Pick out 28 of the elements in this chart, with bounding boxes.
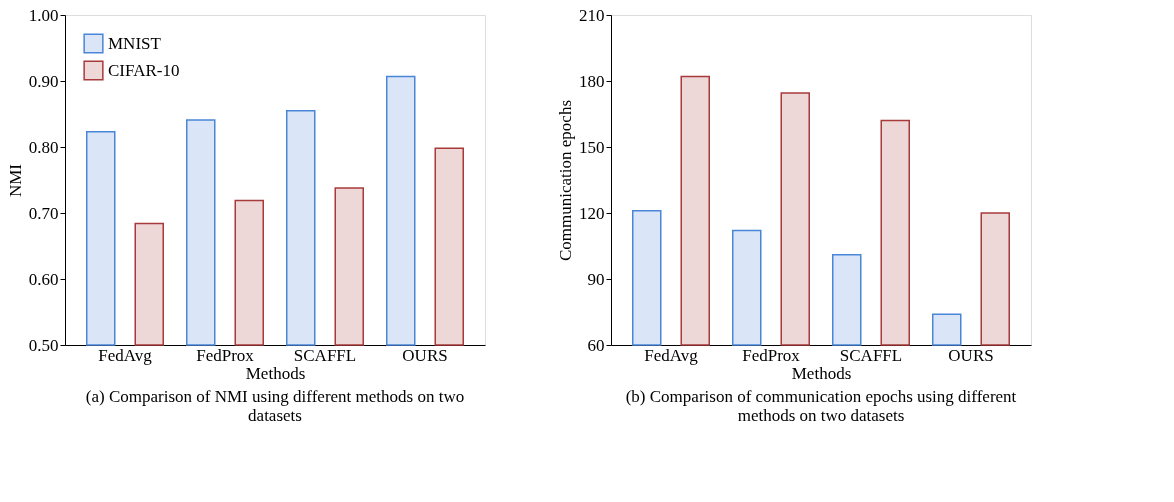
y-tick-label: 0.90 <box>28 71 59 91</box>
y-tick-label: 150 <box>579 137 605 157</box>
x-tick-label: FedProx <box>742 345 801 365</box>
y-tick-label: 60 <box>587 335 605 355</box>
y-tick-label: 120 <box>579 203 605 223</box>
x-tick-label: FedProx <box>196 345 255 365</box>
x-tick-label: FedAvg <box>644 345 699 365</box>
x-tick-label: OURS <box>948 345 994 365</box>
x-tick-label: SCAFFL <box>839 345 903 365</box>
legend-label: MNIST <box>108 33 162 53</box>
y-tick-label: 0.70 <box>28 203 59 223</box>
y-tick-label: 0.80 <box>28 137 59 157</box>
y-tick-label: 180 <box>579 71 605 91</box>
y-axis-title: Communication epochs <box>556 99 575 262</box>
x-tick-label: SCAFFL <box>293 345 357 365</box>
y-tick-label: 1.00 <box>28 5 59 25</box>
x-axis-title: Methods <box>245 363 306 383</box>
y-tick-label: 90 <box>587 269 605 289</box>
text: (a) Comparison of NMI using different methods on two datasets <box>85 387 465 425</box>
y-tick-label: 0.50 <box>28 335 59 355</box>
x-tick-label: FedAvg <box>98 345 153 365</box>
y-tick-label: 0.60 <box>28 269 59 289</box>
text: (b) Comparison of communication epochs using different methods on two datasets <box>625 387 1017 425</box>
y-axis-title: NMI <box>5 163 25 198</box>
x-axis-title: Methods <box>791 363 852 383</box>
y-tick-label: 210 <box>579 5 605 25</box>
x-tick-label: OURS <box>402 345 448 365</box>
legend-label: CIFAR-10 <box>108 60 180 80</box>
